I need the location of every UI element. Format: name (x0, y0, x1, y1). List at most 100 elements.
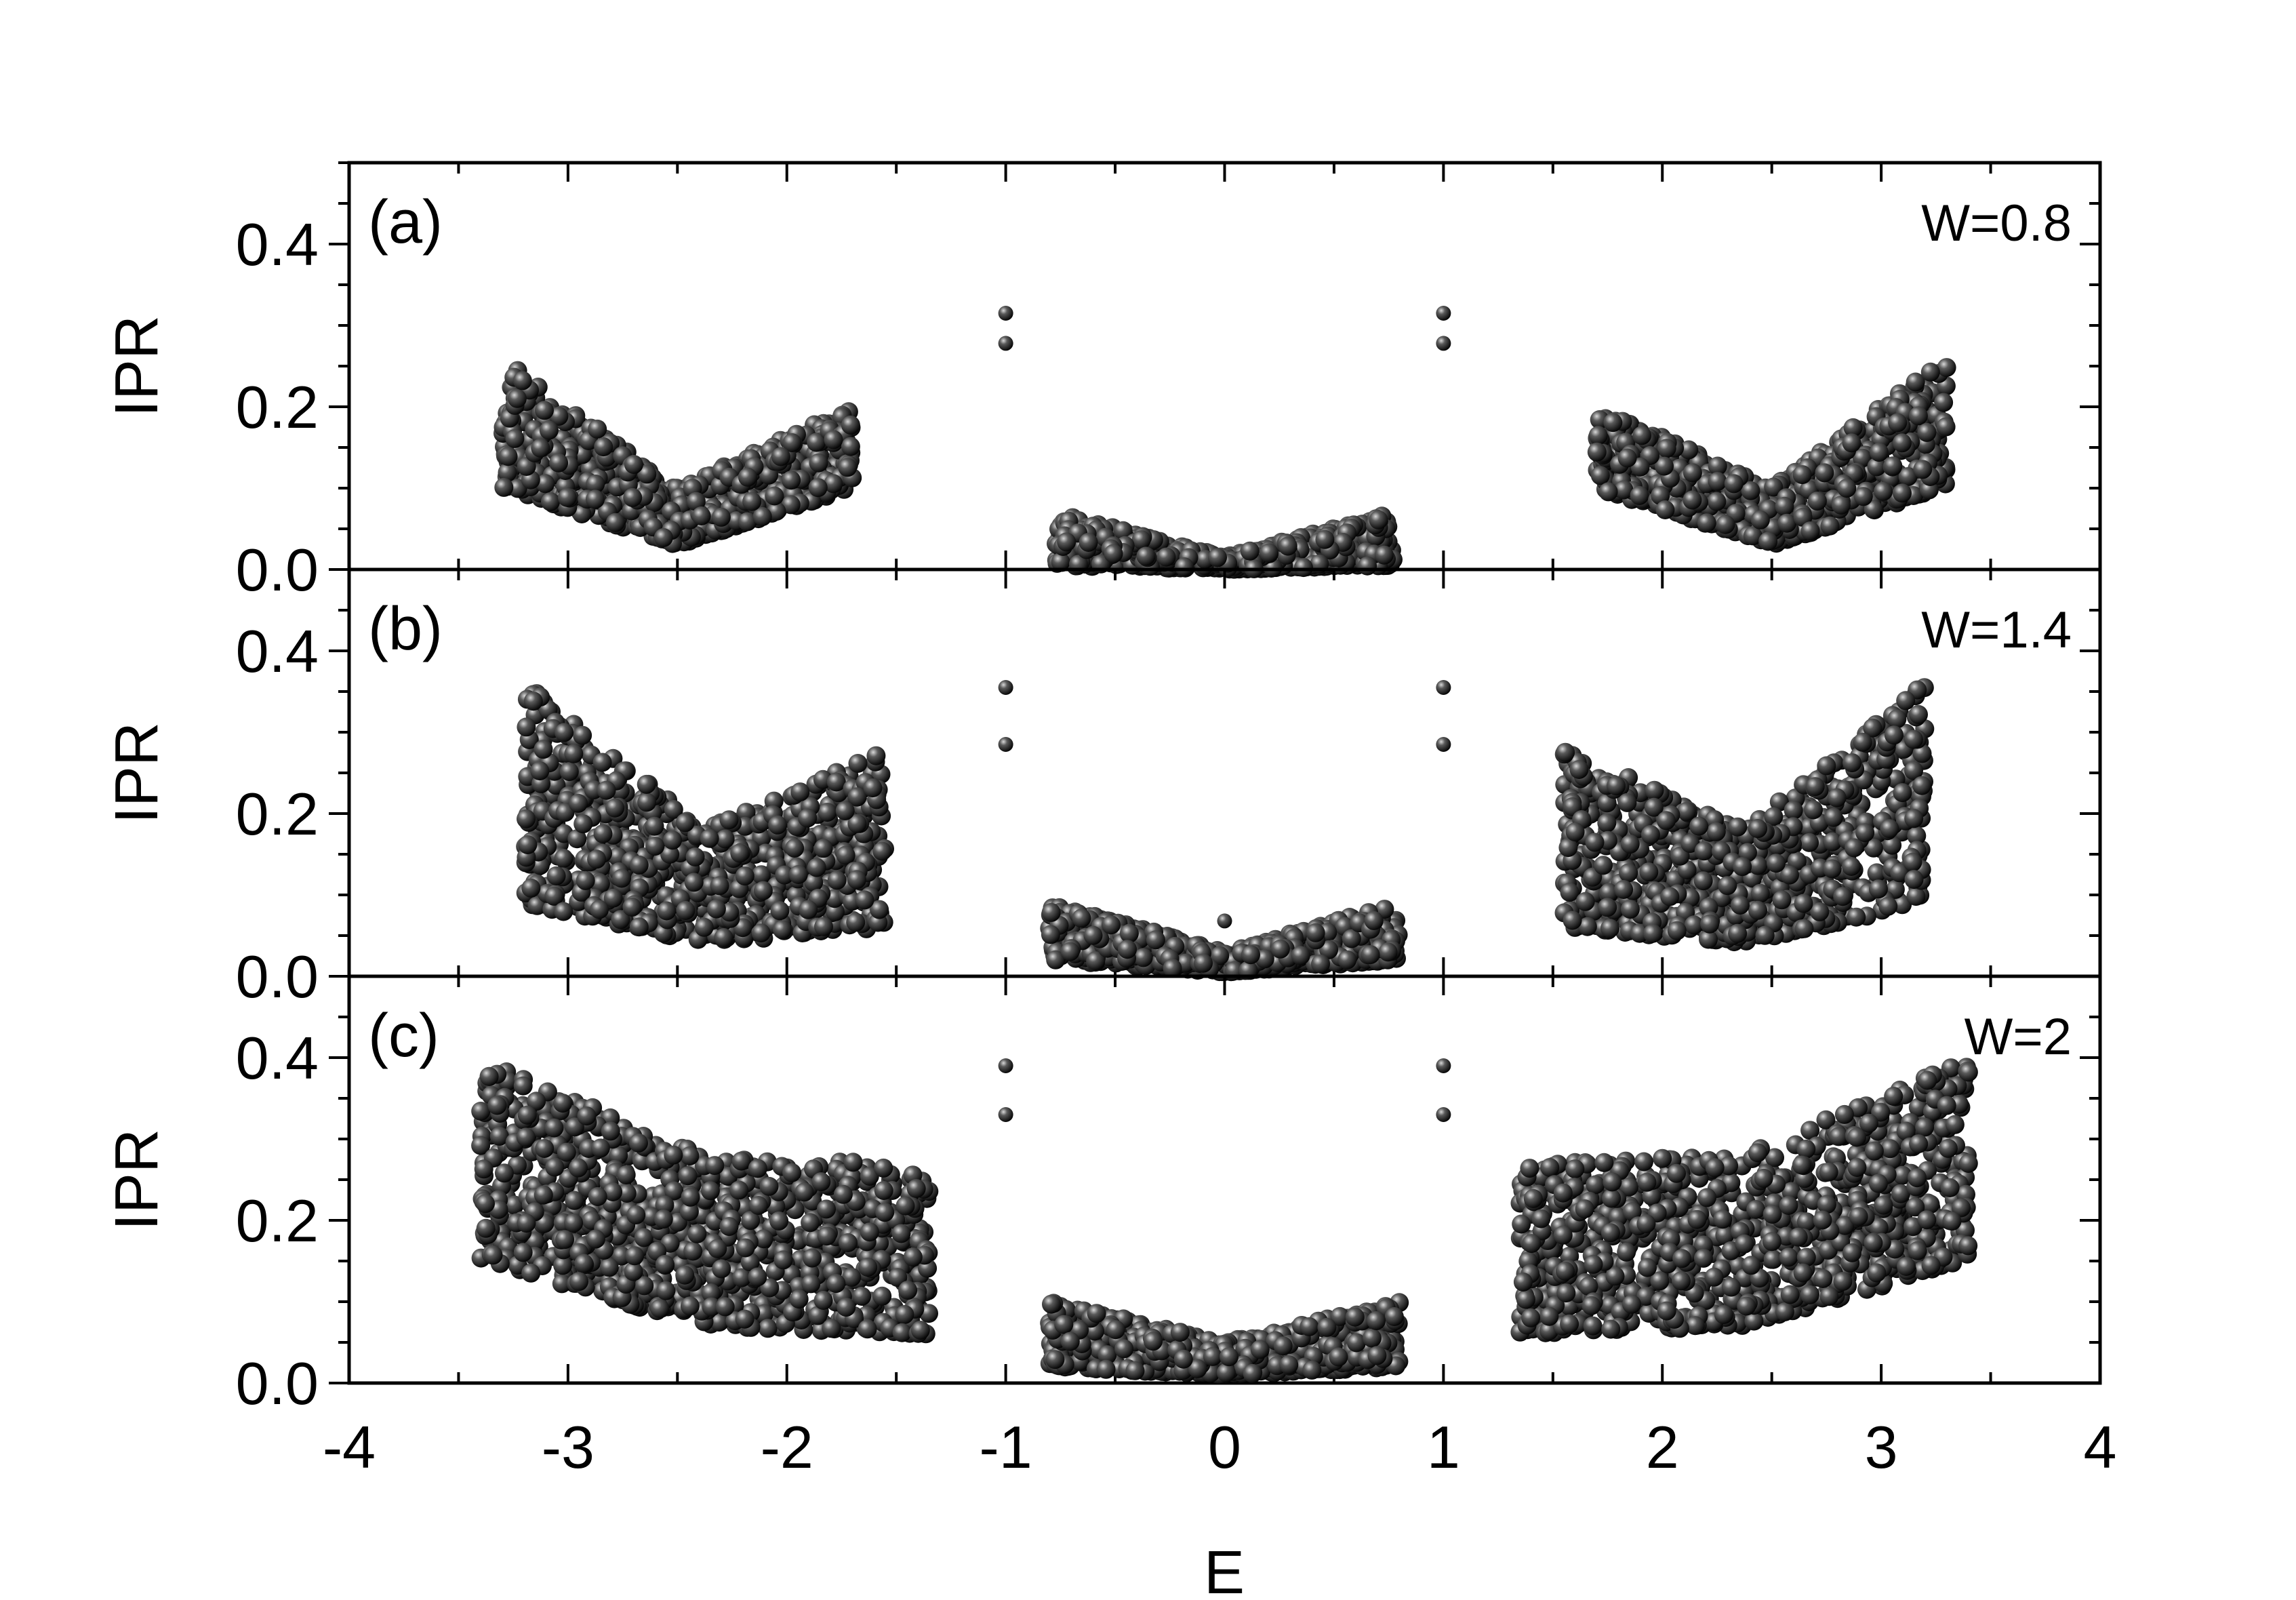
data-point (1569, 760, 1589, 779)
data-point (1805, 777, 1825, 797)
data-point (1724, 474, 1744, 494)
data-point (590, 874, 610, 894)
data-point (1600, 919, 1619, 938)
data-point (1156, 547, 1176, 567)
data-point (605, 798, 625, 818)
data-point (1667, 921, 1687, 940)
data-point (1810, 902, 1830, 921)
data-point (554, 849, 573, 868)
data-point (507, 388, 527, 408)
parameter-annotation: W=2 (1965, 1008, 2072, 1066)
data-point (567, 829, 587, 849)
data-point (1656, 811, 1676, 831)
data-point (1847, 907, 1866, 927)
data-point (1824, 807, 1843, 827)
data-point (1291, 946, 1310, 965)
data-point (855, 890, 874, 910)
data-point (1874, 481, 1893, 501)
data-point (1614, 880, 1634, 899)
data-point (535, 401, 554, 420)
data-point (730, 843, 750, 863)
data-point (1146, 930, 1165, 950)
data-point (771, 447, 790, 466)
data-point (1845, 838, 1864, 858)
data-point (573, 725, 592, 745)
data-point (1909, 704, 1928, 724)
data-point (1369, 510, 1388, 529)
isolated-point (1436, 306, 1451, 321)
data-point (736, 803, 756, 822)
data-point (1630, 485, 1649, 505)
data-point (847, 814, 867, 833)
data-point (1270, 939, 1290, 959)
data-point (1632, 426, 1651, 445)
data-point (1614, 480, 1634, 500)
data-point (1822, 859, 1842, 879)
data-point (1748, 900, 1767, 920)
data-point (1842, 433, 1861, 453)
y-tick-label: 0.4 (236, 211, 319, 278)
data-point (788, 865, 808, 884)
data-point (1619, 863, 1638, 883)
data-point (629, 855, 649, 875)
data-point (593, 824, 613, 843)
data-point (1731, 896, 1750, 915)
data-point (1655, 456, 1674, 476)
data-point (1639, 862, 1659, 882)
data-point (1708, 472, 1727, 492)
data-point (1880, 819, 1899, 839)
data-point (1337, 950, 1357, 969)
data-point (1878, 896, 1898, 916)
data-point (1364, 911, 1384, 930)
data-point (846, 913, 866, 932)
data-point (1594, 856, 1613, 875)
data-point (1904, 729, 1923, 749)
data-point (1700, 914, 1720, 934)
data-point (1893, 783, 1912, 803)
data-point (663, 831, 683, 850)
data-point (1706, 822, 1726, 841)
scatter-points (494, 306, 1956, 579)
parameter-annotation: W=0.8 (1921, 195, 2072, 252)
data-point (826, 772, 846, 792)
data-point (1041, 925, 1060, 944)
data-point (603, 888, 623, 908)
data-point (773, 920, 792, 940)
data-point (1804, 800, 1823, 820)
data-point (1892, 433, 1912, 453)
data-point (1131, 530, 1151, 550)
data-point (1676, 801, 1696, 821)
data-point (1293, 558, 1313, 578)
data-point (1815, 463, 1834, 483)
data-point (1920, 362, 1940, 382)
isolated-point (1217, 913, 1232, 929)
data-point (1893, 483, 1912, 503)
data-point (653, 528, 673, 547)
data-point (710, 876, 729, 896)
data-point (1888, 413, 1908, 433)
data-point (751, 923, 771, 943)
data-point (1374, 545, 1394, 565)
data-point (498, 462, 517, 482)
data-point (841, 415, 860, 435)
data-point (1784, 801, 1803, 820)
data-point (1645, 780, 1664, 800)
y-tick-label: 0.0 (236, 1350, 319, 1417)
data-point (1278, 536, 1297, 556)
data-point (1831, 496, 1851, 515)
panel-label: (c) (368, 1002, 439, 1070)
data-point (752, 865, 771, 885)
data-point (1679, 440, 1699, 460)
data-point (1041, 902, 1061, 922)
data-point (1775, 496, 1794, 516)
data-point (1598, 898, 1617, 917)
data-point (790, 782, 810, 802)
isolated-point (998, 680, 1013, 695)
data-point (1794, 919, 1814, 938)
data-point (809, 453, 828, 473)
data-point (1315, 529, 1335, 549)
data-point (586, 489, 605, 509)
data-point (1133, 948, 1153, 967)
y-tick-label: 0.0 (236, 943, 319, 1010)
data-point (564, 744, 584, 763)
